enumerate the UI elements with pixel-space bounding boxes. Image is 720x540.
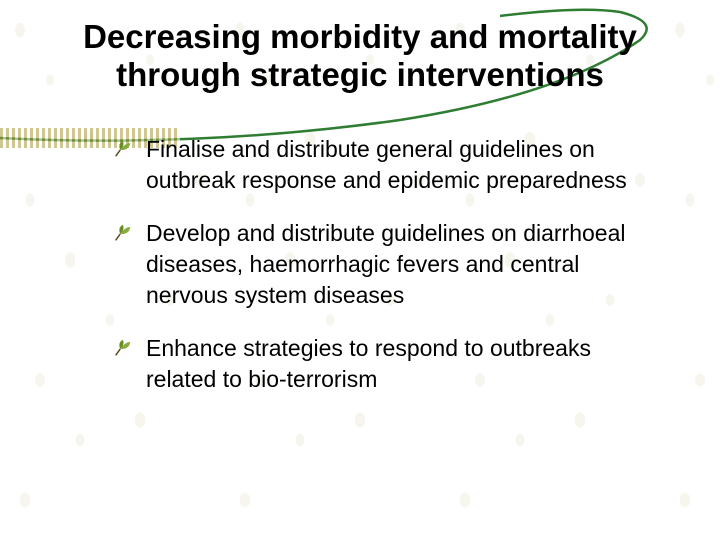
- list-item: Develop and distribute guidelines on dia…: [112, 218, 650, 311]
- bullet-list: Finalise and distribute general guidelin…: [112, 134, 650, 395]
- slide-content: Decreasing morbidity and mortality throu…: [0, 0, 720, 395]
- leaf-icon: [112, 222, 134, 244]
- bullet-text: Enhance strategies to respond to outbrea…: [146, 335, 591, 392]
- list-item: Finalise and distribute general guidelin…: [112, 134, 650, 196]
- bullet-text: Develop and distribute guidelines on dia…: [146, 220, 626, 308]
- list-item: Enhance strategies to respond to outbrea…: [112, 333, 650, 395]
- leaf-icon: [112, 138, 134, 160]
- bullet-text: Finalise and distribute general guidelin…: [146, 136, 627, 193]
- slide-title: Decreasing morbidity and mortality throu…: [80, 18, 640, 94]
- leaf-icon: [112, 337, 134, 359]
